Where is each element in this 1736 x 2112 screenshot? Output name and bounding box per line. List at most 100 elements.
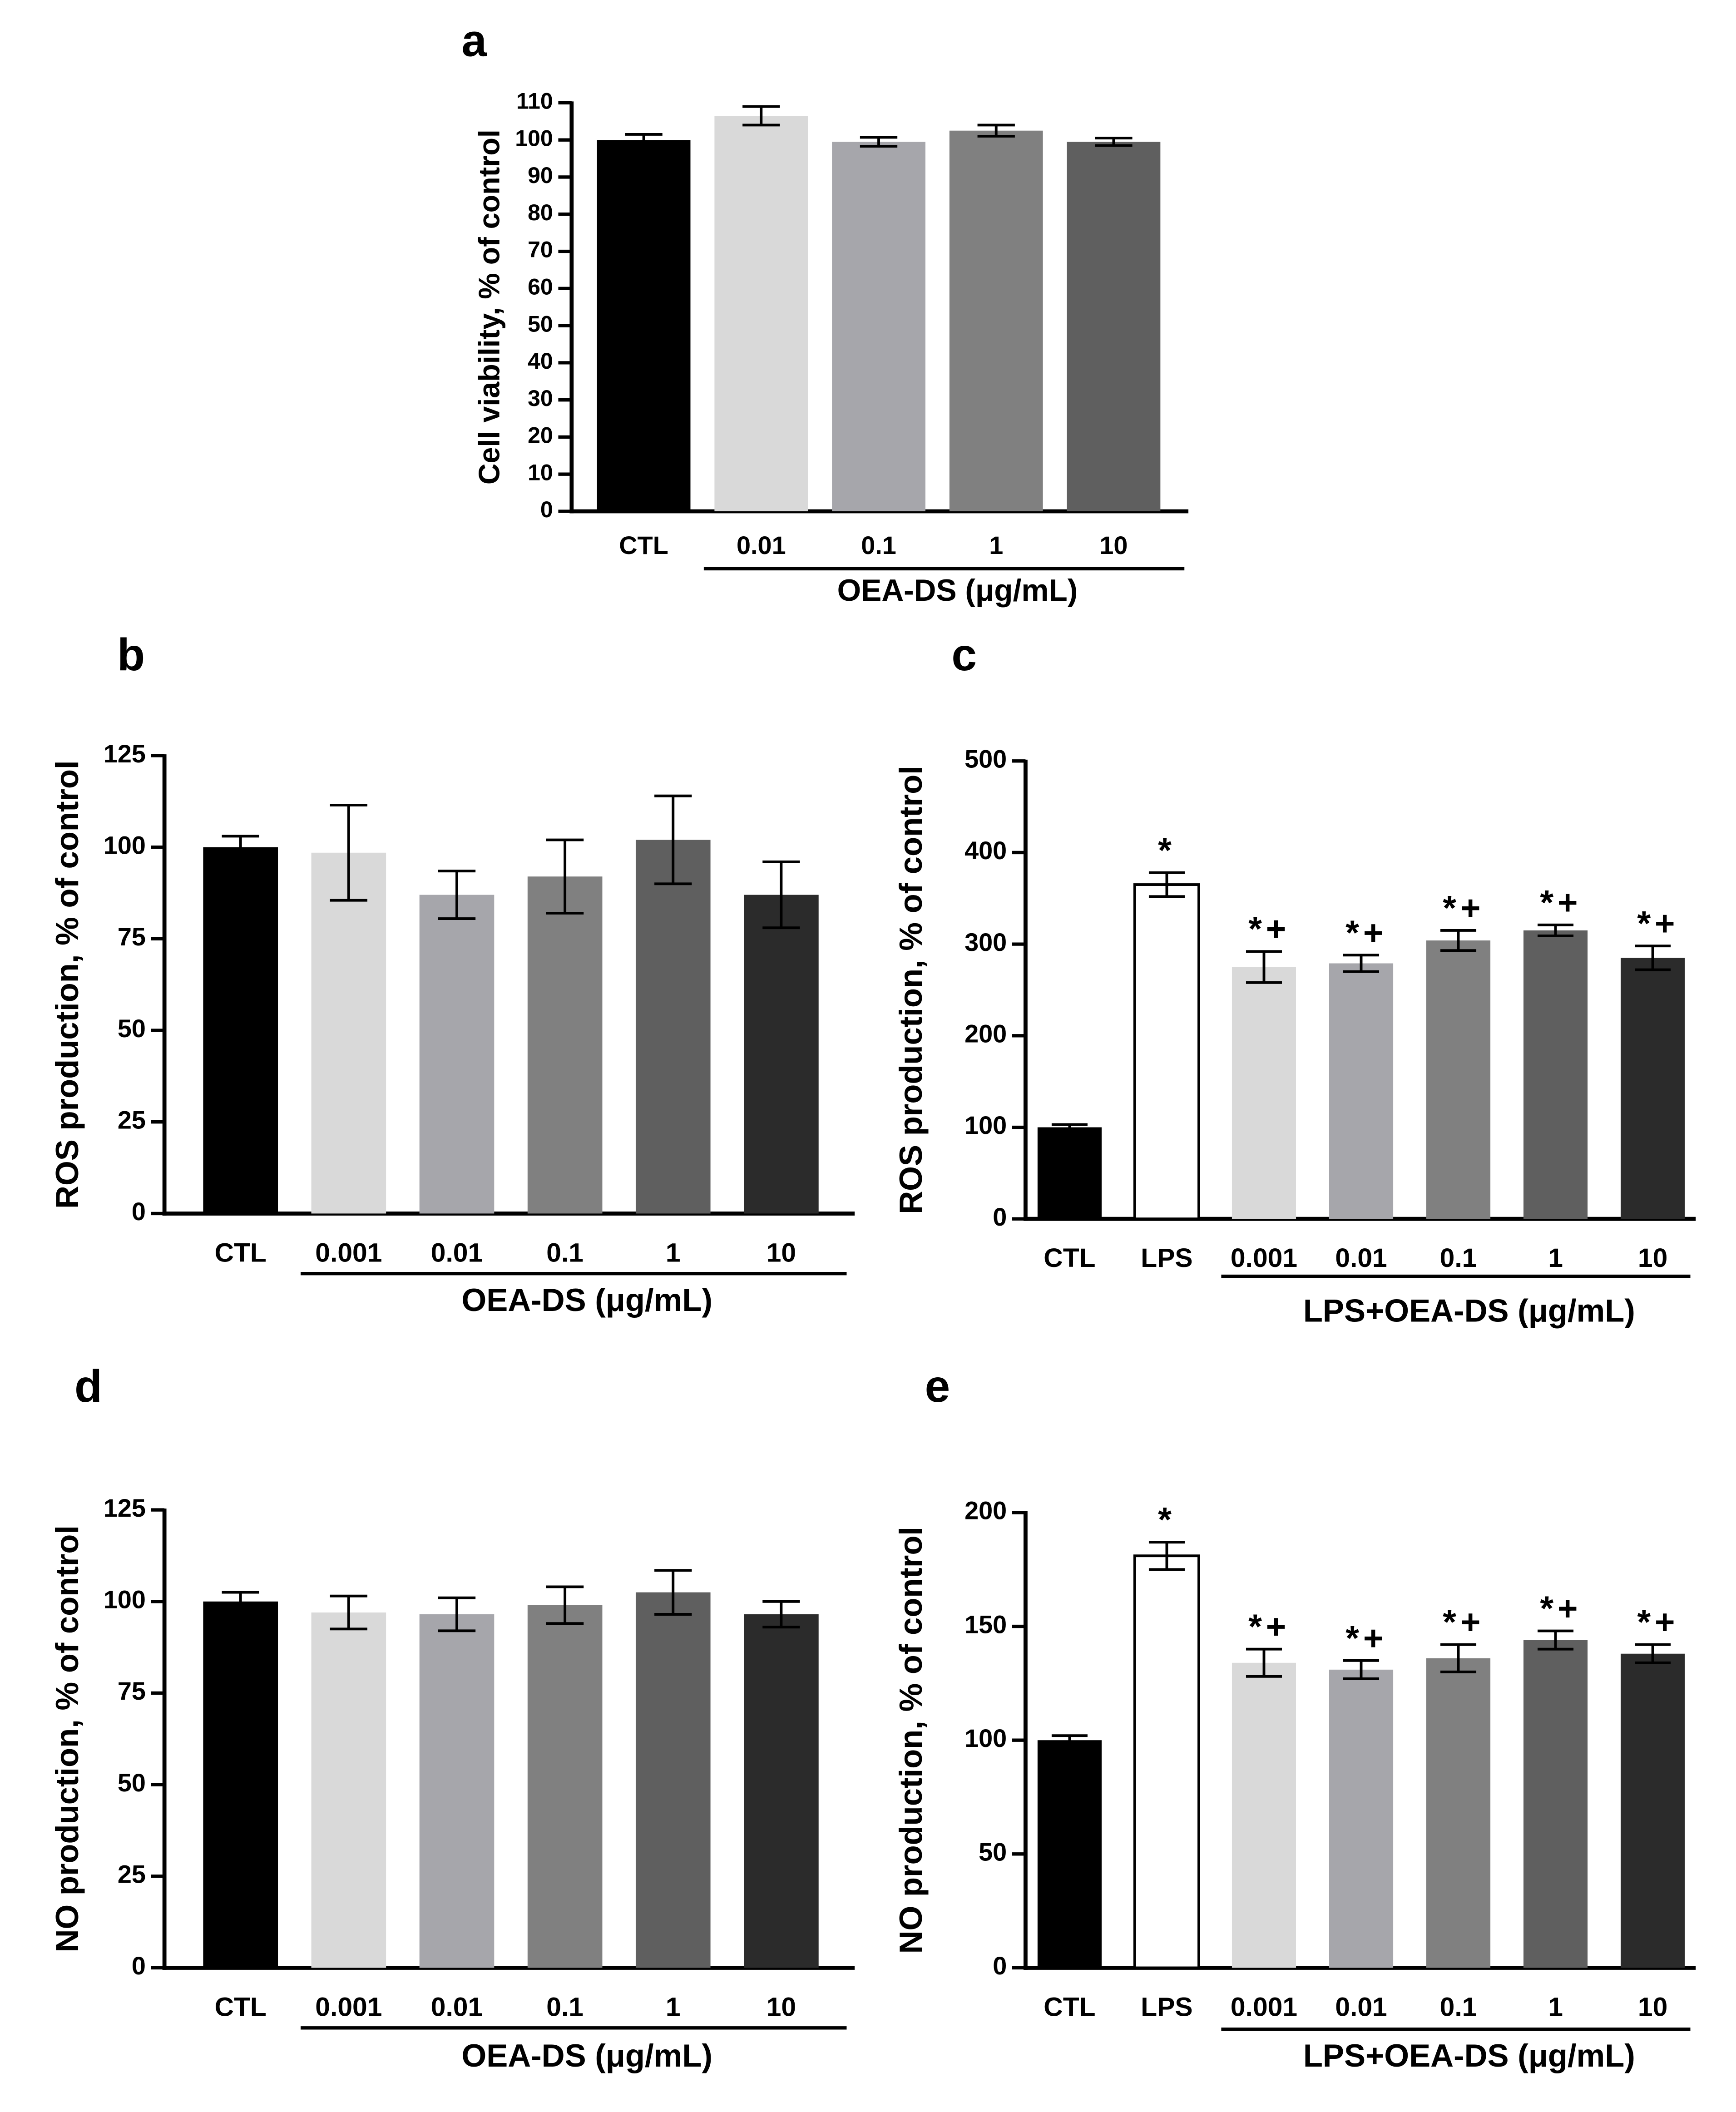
bar: [1523, 1640, 1588, 1968]
y-tick-label: 200: [964, 1019, 1007, 1048]
group-label: OEA-DS (μg/mL): [461, 1282, 712, 1318]
y-tick-label: 90: [528, 163, 553, 188]
y-tick-label: 110: [516, 89, 553, 114]
bar: [1329, 1669, 1394, 1968]
x-tick-label: 1: [989, 531, 1003, 559]
y-tick-label: 70: [528, 237, 553, 262]
significance-marker: *+: [1248, 1607, 1290, 1646]
x-tick-label: LPS: [1141, 1243, 1192, 1273]
y-tick-label: 0: [993, 1951, 1007, 1980]
significance-marker: *+: [1540, 883, 1582, 922]
x-tick-label: CTL: [215, 1992, 267, 2022]
bar: [311, 852, 386, 1214]
panel-a: a Cell viability, % of control 0 10 20 30 40 50…: [461, 15, 1189, 608]
y-tick-label: 25: [118, 1860, 146, 1889]
significance-marker: *+: [1345, 914, 1387, 952]
y-tick-label: 100: [964, 1111, 1007, 1139]
bar: [597, 140, 691, 512]
x-tick-label: 0.001: [1231, 1243, 1297, 1273]
x-tick-label: LPS: [1141, 1992, 1192, 2022]
group-label: LPS+OEA-DS (μg/mL): [1303, 2038, 1635, 2073]
y-tick-label: 0: [993, 1202, 1007, 1231]
y-tick-label: 500: [964, 745, 1007, 773]
y-tick-label: 125: [104, 1494, 146, 1522]
x-tick-label: 0.01: [431, 1992, 483, 2022]
y-tick-label: 10: [528, 460, 553, 485]
x-tick-label: 0.01: [1335, 1243, 1387, 1273]
y-tick-label: 75: [118, 922, 146, 951]
x-tick-label: 10: [767, 1992, 796, 2022]
y-tick-label: 25: [118, 1105, 146, 1134]
bar: [635, 1592, 711, 1968]
significance-marker: *+: [1637, 1603, 1679, 1642]
bar: [1067, 142, 1161, 512]
bar: [419, 1614, 495, 1968]
bar: [1329, 963, 1394, 1219]
x-tick-label: 0.001: [1231, 1992, 1297, 2022]
x-tick-label: 0.1: [1440, 1243, 1477, 1273]
y-tick-label: 30: [528, 386, 553, 411]
panel-e: e NO production, % of control 0 50 100 150 200…: [893, 1361, 1696, 2073]
y-tick-label: 100: [964, 1724, 1007, 1752]
bar: [1037, 1127, 1102, 1219]
bar: [714, 116, 808, 512]
x-tick-label: 10: [1638, 1992, 1667, 2022]
y-tick-label: 400: [964, 836, 1007, 865]
significance-marker: *+: [1540, 1589, 1582, 1628]
group-label: LPS+OEA-DS (μg/mL): [1303, 1293, 1635, 1329]
y-tick-label: 80: [528, 200, 553, 225]
y-tick-label: 150: [964, 1610, 1007, 1638]
x-tick-label: 1: [1548, 1243, 1563, 1273]
significance-marker: *+: [1443, 889, 1484, 927]
bar: [203, 847, 278, 1214]
bar: [527, 1605, 603, 1968]
y-tick-label: 75: [118, 1677, 146, 1705]
y-tick-label: 50: [979, 1838, 1007, 1866]
bar: [527, 876, 603, 1214]
x-tick-label: 0.1: [1440, 1992, 1477, 2022]
x-tick-label: CTL: [619, 531, 668, 559]
y-tick-label: 0: [132, 1197, 146, 1226]
y-tick-label: 0: [540, 497, 553, 522]
bar: [1621, 1653, 1685, 1968]
bar: [203, 1601, 278, 1968]
panel-letter: e: [925, 1361, 950, 1412]
y-tick-label: 50: [118, 1014, 146, 1043]
y-tick-label: 0: [132, 1951, 146, 1980]
bar: [744, 895, 819, 1214]
x-tick-label: 0.01: [431, 1238, 483, 1267]
panel-letter: a: [461, 15, 487, 66]
y-tick-label: 300: [964, 928, 1007, 956]
panel-c: c ROS production, % of control 0 100 200 300 4…: [893, 630, 1696, 1329]
y-tick-label: 200: [964, 1496, 1007, 1525]
y-tick-label: 100: [104, 831, 146, 859]
y-tick-label: 100: [515, 125, 553, 151]
bar: [635, 840, 711, 1214]
bar: [1621, 958, 1685, 1219]
y-tick-label: 125: [104, 739, 146, 768]
x-tick-label: 0.001: [315, 1992, 382, 2022]
y-tick-label: 50: [528, 311, 553, 336]
bar: [744, 1614, 819, 1968]
x-tick-label: 0.1: [546, 1238, 584, 1267]
significance-marker: *+: [1443, 1603, 1484, 1642]
significance-marker: *: [1158, 831, 1176, 870]
x-tick-label: CTL: [215, 1238, 267, 1267]
y-axis-label: NO production, % of control: [49, 1525, 85, 1953]
bar: [832, 142, 925, 512]
x-tick-label: 0.01: [1335, 1992, 1387, 2022]
panel-d: d NO production, % of control 0 25 50 75 100 12…: [49, 1361, 855, 2073]
significance-marker: *+: [1248, 910, 1290, 949]
panel-letter: c: [951, 630, 977, 680]
x-tick-label: 10: [767, 1238, 796, 1267]
y-axis-label: ROS production, % of control: [49, 760, 85, 1209]
y-axis-label: Cell viability, % of control: [473, 129, 506, 485]
x-tick-label: 10: [1638, 1243, 1667, 1273]
bar: [1037, 1740, 1102, 1968]
bar: [1232, 967, 1296, 1219]
x-tick-label: 1: [666, 1238, 681, 1267]
panel-letter: b: [117, 630, 145, 680]
x-tick-label: 0.1: [546, 1992, 584, 2022]
bar: [1426, 940, 1491, 1219]
